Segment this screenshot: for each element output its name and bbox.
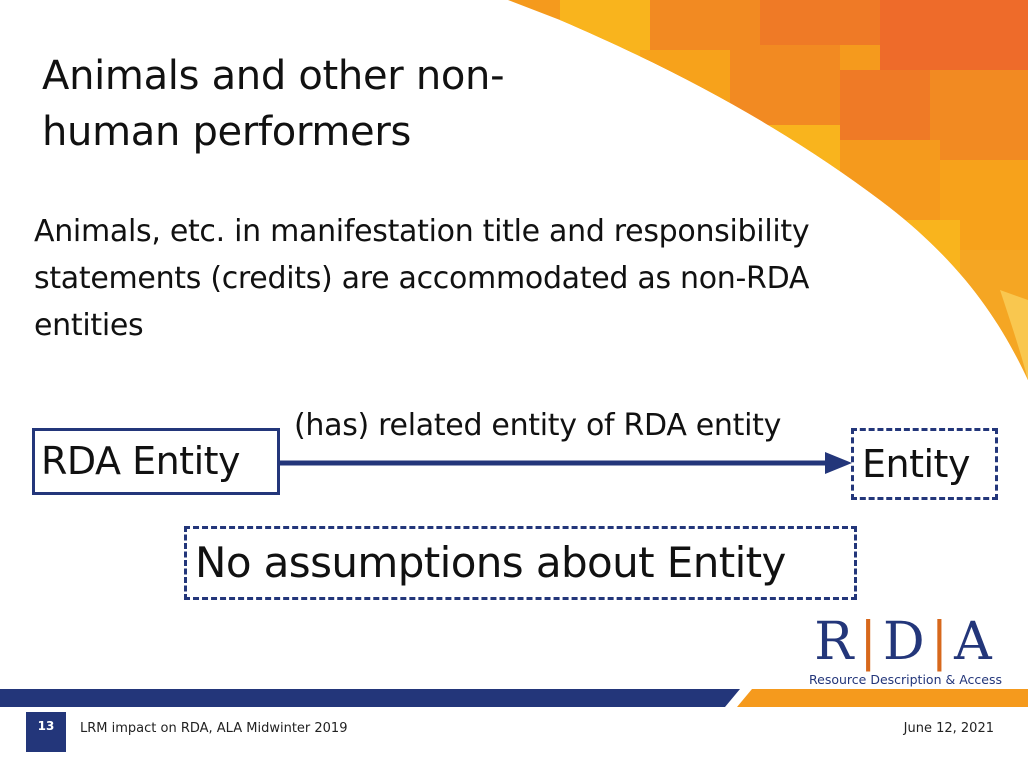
footer-presentation-title: LRM impact on RDA, ALA Midwinter 2019 [80,721,348,736]
entity-box: Entity [851,428,998,500]
relation-label: (has) related entity of RDA entity [294,408,782,443]
rda-entity-box: RDA Entity [32,428,280,495]
rda-logo: R|D|A Resource Description & Access [806,616,1002,690]
rda-logo-letters: R|D|A [814,612,994,672]
page-number: 13 [26,712,66,752]
rda-logo-tagline: Resource Description & Access [809,672,1002,687]
footer-date: June 12, 2021 [903,721,994,736]
no-assumptions-note: No assumptions about Entity [184,526,857,600]
slide-body-text: Animals, etc. in manifestation title and… [34,214,810,343]
slide-title: Animals and other non-human performers [42,53,505,155]
relation-arrow [280,452,852,474]
